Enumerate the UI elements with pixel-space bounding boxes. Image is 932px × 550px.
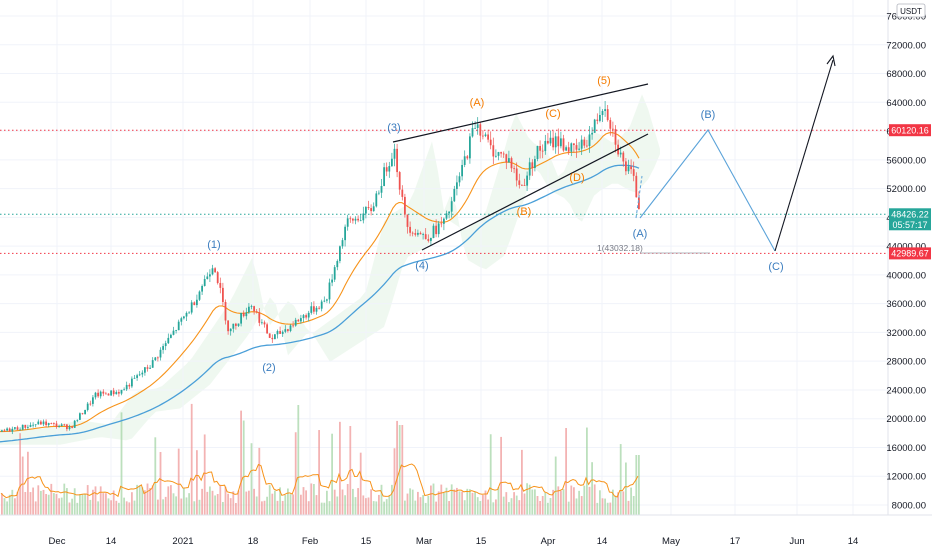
wave-label: (D) — [569, 172, 584, 184]
price-axis[interactable]: 76000.0072000.0068000.0064000.0060000.00… — [886, 0, 926, 515]
time-tick-label: 15 — [476, 536, 487, 547]
price-tick-label: 28000.00 — [886, 357, 926, 368]
time-tick-label: 14 — [597, 536, 608, 547]
ichimoku-cloud — [0, 94, 660, 445]
price-tick-label: 20000.00 — [886, 414, 926, 425]
wave-label: (4) — [415, 260, 428, 272]
price-tick-label: 8000.00 — [892, 501, 926, 512]
wave-label: (B) — [517, 206, 532, 218]
time-tick-label: Mar — [416, 536, 432, 547]
price-tick-label: 56000.00 — [886, 155, 926, 166]
time-tick-label: Jun — [789, 536, 804, 547]
wave-label: (5) — [597, 75, 610, 87]
time-tick-label: 17 — [730, 536, 741, 547]
currency-badge[interactable]: USDT — [896, 3, 926, 18]
price-tick-label: 32000.00 — [886, 328, 926, 339]
wave-label: (A) — [633, 228, 648, 240]
time-tick-label: 2021 — [172, 536, 193, 547]
wave-labels: (1) (2) (3) (4) (A) (B) (C) (D) (5) (A) (B) (C) — [207, 75, 783, 374]
wave-label: (2) — [262, 362, 275, 374]
time-tick-label: Feb — [302, 536, 318, 547]
rising-wedge-lines[interactable] — [392, 83, 649, 251]
time-tick-label: May — [662, 536, 680, 547]
time-tick-label: 15 — [361, 536, 372, 547]
price-tag-value: 42989.67 — [891, 249, 929, 259]
price-tag — [889, 208, 931, 231]
wave-projection-path[interactable] — [635, 54, 836, 252]
price-tick-label: 64000.00 — [886, 98, 926, 109]
volume-bars — [1, 403, 640, 515]
price-tick-label: 24000.00 — [886, 385, 926, 396]
price-tick-label: 68000.00 — [886, 69, 926, 80]
svg-text:USDT: USDT — [900, 7, 922, 16]
price-tick-label: 44000.00 — [886, 242, 926, 253]
wave-label: (3) — [387, 122, 400, 134]
price-tag-value: 48426.22 — [891, 209, 929, 219]
price-tick-label: 52000.00 — [886, 184, 926, 195]
time-tick-label: Apr — [541, 536, 556, 547]
wave-label: (A) — [470, 97, 485, 109]
wave-label: (B) — [701, 109, 716, 121]
price-tick-label: 12000.00 — [886, 472, 926, 483]
price-tag — [889, 124, 931, 137]
price-tick-label: 36000.00 — [886, 299, 926, 310]
price-tag — [889, 247, 931, 260]
volume-moving-average — [0, 463, 639, 499]
grid — [0, 0, 888, 515]
wave-label: (C) — [768, 261, 783, 273]
price-tick-label: 72000.00 — [886, 40, 926, 51]
time-tick-label: 14 — [106, 536, 117, 547]
horizontal-levels[interactable] — [0, 129, 888, 254]
ema-blue-line — [0, 164, 640, 443]
wave-label: (C) — [545, 108, 560, 120]
time-axis[interactable]: Dec 14 2021 18 Feb 15 Mar 15 Apr 14 May 17 Jun 14 — [0, 514, 932, 547]
time-tick-label: 18 — [248, 536, 259, 547]
countdown-timer: 05:57:17 — [892, 220, 927, 230]
price-tick-label: 40000.00 — [886, 270, 926, 281]
wave-label: (1) — [207, 239, 220, 251]
price-tick-label: 16000.00 — [886, 443, 926, 454]
candles — [1, 101, 640, 435]
time-tick-label: Dec — [49, 536, 66, 547]
price-tag-value: 60120.16 — [891, 125, 929, 135]
time-tick-label: 14 — [848, 536, 859, 547]
fib-annotation: 1(43032.18) — [597, 243, 643, 253]
